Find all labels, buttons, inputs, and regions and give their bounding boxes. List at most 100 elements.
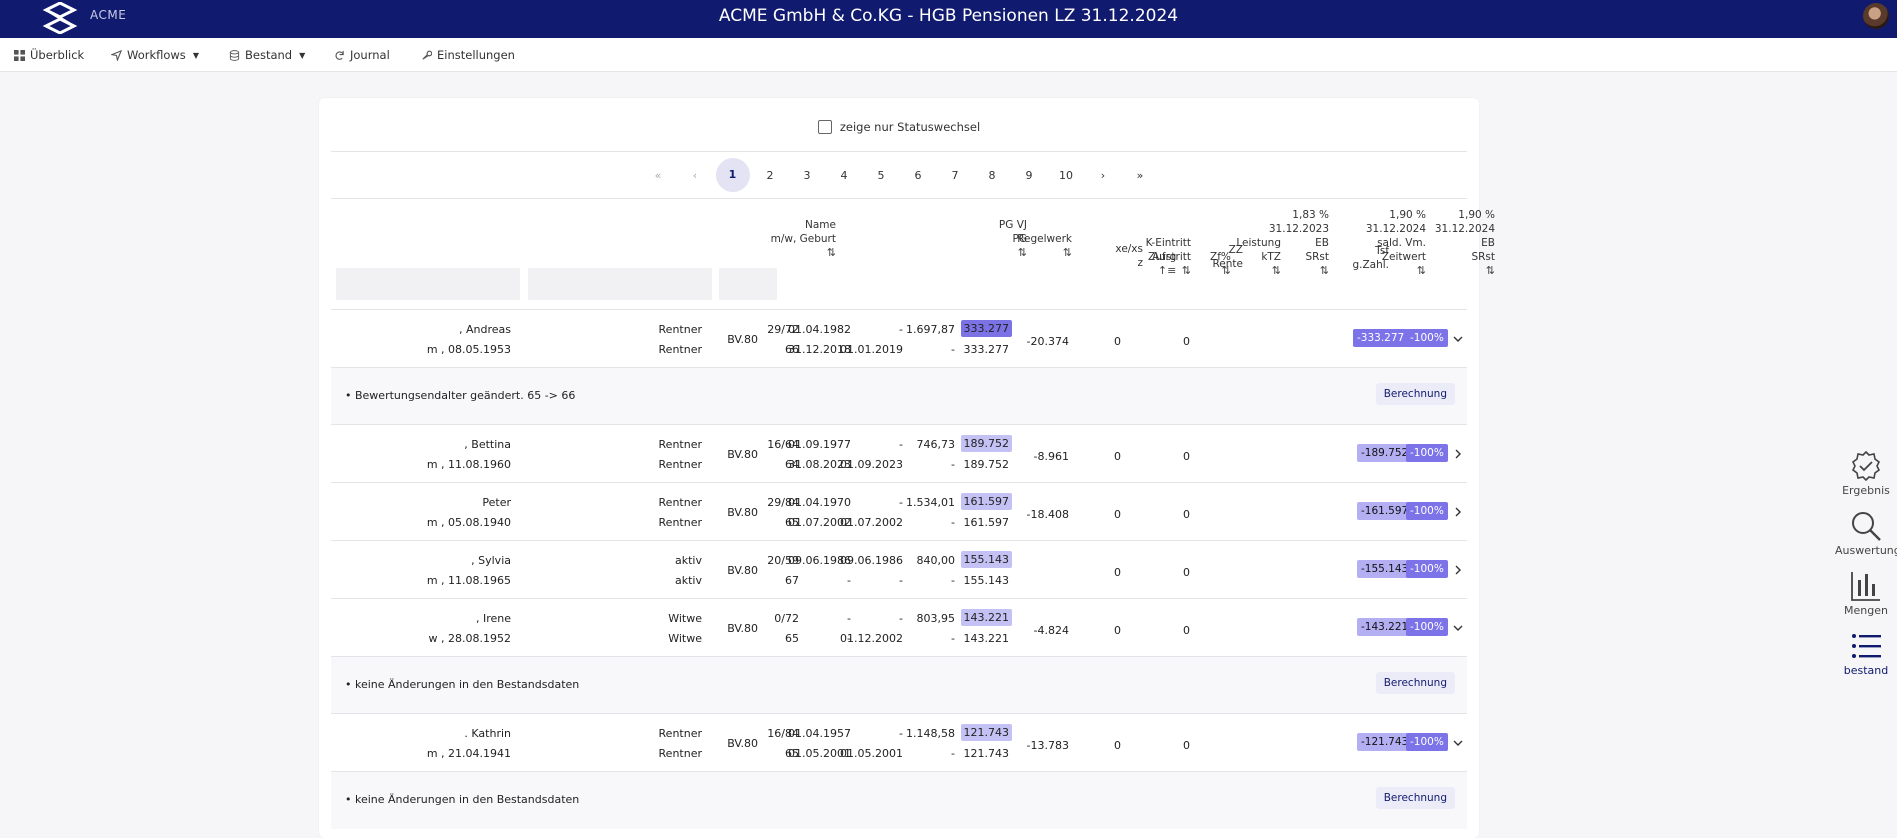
pg-filter-input[interactable] <box>528 268 712 300</box>
table-row[interactable]: , Bettina m , 11.08.1960 Rentner Rentner BV.… <box>331 424 1467 483</box>
page-7-button[interactable]: 7 <box>951 168 959 182</box>
bar-chart-icon <box>1851 572 1880 601</box>
cell-ktz: - <box>951 574 955 587</box>
side-mengen[interactable]: Mengen <box>1835 570 1897 617</box>
cell-zz: - <box>899 727 903 740</box>
cell-pg-vj: aktiv <box>675 554 702 567</box>
col-eb2023-header[interactable]: 1,83 % 31.12.2023 EB SRst ⇅ <box>1268 209 1329 277</box>
berechnung-button[interactable]: Berechnung <box>1375 672 1455 694</box>
nav-label: Journal <box>350 48 390 62</box>
table-row[interactable]: , Sylvia m , 11.08.1965 aktiv aktiv BV.80 20/… <box>331 540 1467 599</box>
cell-zeitwert: 0 <box>1114 508 1121 521</box>
cell-zufrg: -189.752 <box>1357 444 1413 462</box>
magnifier-icon <box>1852 512 1881 541</box>
side-auswertung[interactable]: Auswertung <box>1835 510 1897 557</box>
status-change-checkbox[interactable] <box>817 120 832 134</box>
pagination: « ‹ 1 2 3 4 5 6 7 8 9 10 › » <box>319 158 1479 192</box>
bestand-card: zeige nur Statuswechsel « ‹ 1 2 3 4 5 6 … <box>319 98 1495 838</box>
col-eb2024-header[interactable]: 1,90 % 31.12.2024 EB SRst ⇅ <box>1434 209 1495 277</box>
cell-regelwerk: BV.80 <box>727 737 758 750</box>
chevron-right-icon[interactable] <box>1452 506 1464 518</box>
nav-label: Workflows <box>127 48 186 62</box>
cell-leistung: 803,95 <box>916 612 956 625</box>
row-detail: • keine Änderungen in den Bestandsdaten B… <box>331 771 1467 829</box>
cell-gender-birth: m , 08.05.1953 <box>426 343 511 356</box>
side-bestand[interactable]: bestand <box>1835 630 1897 677</box>
chevron-right-icon[interactable] <box>1452 564 1464 576</box>
side-ergebnis[interactable]: Ergebnis <box>1835 450 1897 497</box>
cell-eb-2023: 143.221 <box>960 609 1012 626</box>
table-row[interactable]: Peter m , 05.08.1940 Rentner Rentner BV.80 29… <box>331 482 1467 541</box>
acme-logo-icon[interactable] <box>42 2 78 34</box>
nav-journal[interactable]: Journal <box>334 48 390 62</box>
first-page-button[interactable]: « <box>654 168 662 182</box>
cell-pg: Rentner <box>658 516 702 529</box>
chevron-down-icon: ▼ <box>192 50 199 60</box>
table-row[interactable]: , Andreas m , 08.05.1953 Rentner Rentner BV.… <box>331 309 1467 368</box>
nav-ueberblick[interactable]: Überblick <box>14 48 84 62</box>
page-3-button[interactable]: 3 <box>803 168 811 182</box>
col-zeitwert-header[interactable]: 1,90 % 31.12.2024 sald. Vm. Zeitwert ⇅ <box>1365 209 1426 277</box>
page-5-button[interactable]: 5 <box>877 168 885 182</box>
cell-zufrg: -155.143 <box>1357 560 1413 578</box>
cell-ktz: - <box>951 632 955 645</box>
avatar[interactable] <box>1863 3 1889 29</box>
sort-icon: ⇅ <box>826 246 836 259</box>
col-pg-header[interactable]: PG VJ PG ⇅ <box>998 219 1027 259</box>
last-page-button[interactable]: » <box>1136 168 1144 182</box>
cell-name: , Andreas <box>459 323 511 336</box>
chevron-right-icon[interactable] <box>1452 448 1464 460</box>
berechnung-button[interactable]: Berechnung <box>1375 787 1455 809</box>
page-6-button[interactable]: 6 <box>914 168 922 182</box>
col-name-header[interactable]: Name m/w, Geburt ⇅ <box>770 219 836 259</box>
chevron-down-icon[interactable] <box>1452 333 1464 345</box>
berechnung-button[interactable]: Berechnung <box>1375 383 1455 405</box>
cell-pg: Rentner <box>658 343 702 356</box>
cell-leistung: 1.148,58 <box>906 727 955 740</box>
cell-rente: 01.01.2019 <box>840 343 903 356</box>
page-2-button[interactable]: 2 <box>766 168 774 182</box>
col-zf-header[interactable]: Zf% ⇅ <box>1210 251 1231 277</box>
chevron-down-icon[interactable] <box>1452 737 1464 749</box>
regelwerk-filter-input[interactable] <box>719 268 777 300</box>
status-change-label: zeige nur Statuswechsel <box>839 120 981 134</box>
cell-xe-xs: 16/84 <box>767 727 799 740</box>
nav-bestand[interactable]: Bestand ▼ <box>229 48 305 62</box>
cell-regelwerk: BV.80 <box>727 564 758 577</box>
page-9-button[interactable]: 9 <box>1025 168 1033 182</box>
page-10-button[interactable]: 10 <box>1059 168 1073 182</box>
table-row[interactable]: . Kathrin m , 21.04.1941 Rentner Rentner BV.… <box>331 713 1467 772</box>
cell-xe-xs: 29/84 <box>767 496 799 509</box>
nav-einstellungen[interactable]: Einstellungen <box>421 48 515 62</box>
col-eintritt-header[interactable]: K-Eintritt Austritt ⇅ <box>1145 237 1191 277</box>
cell-pg-vj: Witwe <box>668 612 702 625</box>
cell-tsf: -4.824 <box>1033 624 1069 637</box>
name-filter-input[interactable] <box>336 268 520 300</box>
cell-zufrg: -143.221 <box>1357 618 1413 636</box>
side-label: Mengen <box>1844 604 1888 617</box>
col-zufrg-header[interactable]: Zufrg ↑≡ <box>1148 251 1177 277</box>
side-label: bestand <box>1843 664 1889 677</box>
cell-eb-2023: 189.752 <box>960 435 1012 452</box>
col-leistung-header[interactable]: Leistung kTZ ⇅ <box>1236 237 1281 277</box>
nav-label: Einstellungen <box>437 48 515 62</box>
col-regelwerk-header[interactable]: Regelwerk ⇅ <box>1017 233 1072 259</box>
cell-pg-vj: Rentner <box>658 727 702 740</box>
cell-xe-xs: 20/59 <box>767 554 799 567</box>
next-page-button[interactable]: › <box>1100 168 1106 182</box>
nav-workflows[interactable]: Workflows ▼ <box>111 48 199 62</box>
cell-rente: 01.05.2001 <box>840 747 903 760</box>
grid-icon <box>14 49 25 61</box>
table-row[interactable]: , Irene w , 28.08.1952 Witwe Witwe BV.80 0/72… <box>331 598 1467 657</box>
prev-page-button[interactable]: ‹ <box>692 168 698 182</box>
cell-gender-birth: m , 11.08.1960 <box>426 458 511 471</box>
cell-srst-2023: 143.221 <box>963 632 1010 645</box>
page-4-button[interactable]: 4 <box>840 168 848 182</box>
cell-zf: -100% <box>1406 733 1448 751</box>
database-icon <box>229 49 240 61</box>
page-8-button[interactable]: 8 <box>988 168 996 182</box>
cell-xe-xs: 29/72 <box>767 323 799 336</box>
chevron-down-icon[interactable] <box>1452 622 1464 634</box>
page-1-button[interactable]: 1 <box>715 158 750 192</box>
cell-ktz: - <box>951 343 955 356</box>
